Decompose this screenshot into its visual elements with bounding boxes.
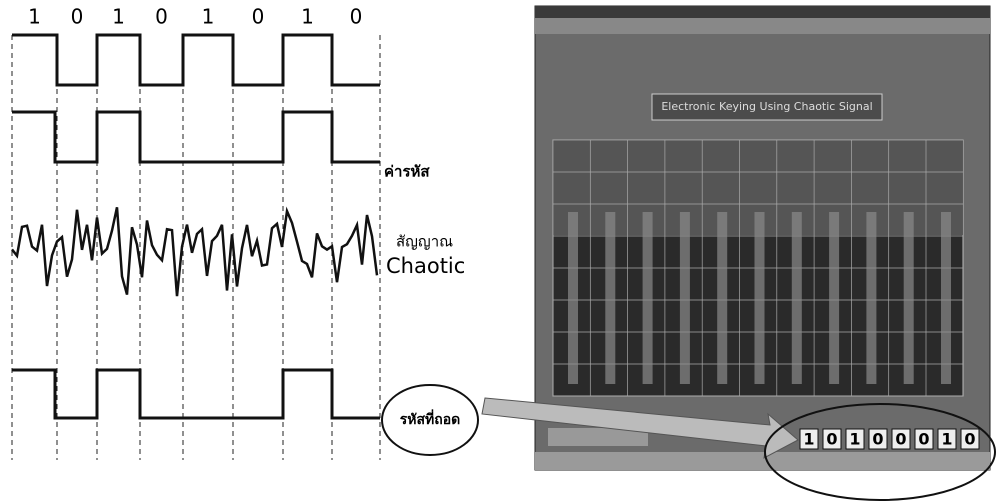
signal-stripe — [680, 212, 690, 384]
input-bits: 1 0 1 0 1 0 1 0 — [28, 5, 362, 29]
decoded-bit: 1 — [803, 430, 814, 449]
bit-label: 0 — [350, 5, 363, 29]
chaotic-wave — [12, 207, 377, 296]
decoded-bit: 0 — [964, 430, 975, 449]
signal-stripe — [717, 212, 727, 384]
decoded-wave — [12, 370, 380, 418]
bit-label: 1 — [301, 5, 314, 29]
signal-stripe — [643, 212, 653, 384]
title-bar — [535, 6, 990, 18]
signal-stripe — [941, 212, 951, 384]
heading: Electronic Keying Using Chaotic Signal — [661, 100, 872, 113]
bit-label: 0 — [252, 5, 265, 29]
decoded-bit: 0 — [872, 430, 883, 449]
signal-stripe — [568, 212, 578, 384]
bit-label: 1 — [28, 5, 41, 29]
bit-label: 1 — [202, 5, 215, 29]
signal-stripe — [904, 212, 914, 384]
chaotic-label: Chaotic — [386, 254, 465, 278]
status-bar — [535, 452, 990, 470]
decoded-bit: 0 — [826, 430, 837, 449]
code-label: ค่ารหัส — [384, 163, 430, 181]
decoded-bit: 0 — [895, 430, 906, 449]
menu-bar — [535, 18, 990, 34]
code-wave — [12, 112, 380, 162]
signal-stripe — [605, 212, 615, 384]
decoded-bit: 1 — [849, 430, 860, 449]
signal-stripe — [829, 212, 839, 384]
signal-stripe — [755, 212, 765, 384]
figure: 10101010 ค่ารหัส สัญญาณ Chaotic รหัสที่ถ… — [0, 0, 998, 503]
decoded-bit: 1 — [941, 430, 952, 449]
signal-stripe — [866, 212, 876, 384]
decoded-label: รหัสที่ถอด — [400, 409, 461, 428]
screenshot: Electronic Keying Using Chaotic Signal 1… — [535, 6, 990, 470]
signal-stripe — [792, 212, 802, 384]
input-wave — [12, 35, 380, 85]
bit-label: 0 — [71, 5, 84, 29]
chaotic-thai-label: สัญญาณ — [396, 233, 453, 251]
bit-label: 0 — [155, 5, 168, 29]
decoded-bit: 0 — [918, 430, 929, 449]
bit-label: 1 — [112, 5, 125, 29]
